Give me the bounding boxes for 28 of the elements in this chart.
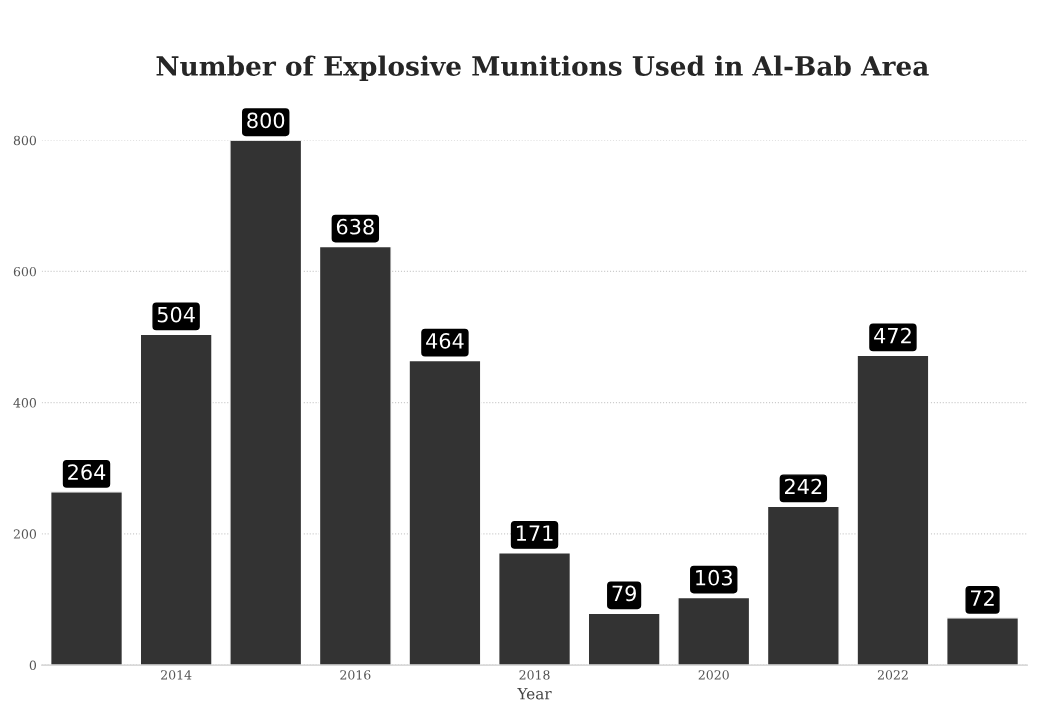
y-tick-label: 800 — [13, 135, 37, 146]
data-label: 264 — [68, 464, 106, 480]
x-tick-label: 2014 — [161, 670, 192, 680]
data-label: 638 — [336, 218, 374, 235]
bar — [229, 140, 303, 666]
x-tick-label: 2018 — [519, 670, 550, 680]
data-label: 242 — [784, 478, 822, 495]
bar — [946, 617, 1020, 666]
data-label: 504 — [157, 306, 195, 323]
data-label: 800 — [247, 112, 285, 129]
x-tick-label: 2022 — [877, 670, 908, 680]
x-axis-title: Year — [517, 688, 552, 700]
y-tick-label: 600 — [13, 266, 37, 277]
data-label: 79 — [612, 585, 636, 602]
chart-title: Number of Explosive Munitions Used in Al-Bab Area — [156, 55, 929, 82]
data-label: 464 — [426, 332, 464, 349]
data-label: 103 — [696, 569, 732, 586]
data-label: 72 — [971, 590, 994, 606]
bar — [587, 612, 661, 666]
bar — [49, 491, 124, 666]
x-tick-label: 2020 — [698, 670, 729, 680]
y-tick-label: 200 — [13, 529, 37, 539]
x-tick-label: 2016 — [340, 670, 371, 680]
data-label: 171 — [516, 525, 553, 541]
y-tick-label: 400 — [13, 398, 37, 408]
bar — [498, 552, 572, 666]
data-label: 472 — [874, 327, 911, 344]
y-tick-label: 0 — [29, 660, 37, 670]
